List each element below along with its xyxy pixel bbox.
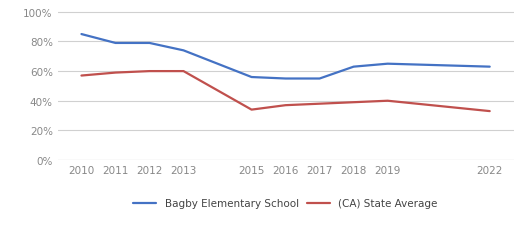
Line: (CA) State Average: (CA) State Average: [81, 72, 490, 112]
Bagby Elementary School: [282, 78, 289, 81]
(CA) State Average: [385, 100, 391, 103]
(CA) State Average: [487, 110, 493, 113]
Legend: Bagby Elementary School, (CA) State Average: Bagby Elementary School, (CA) State Aver…: [129, 194, 442, 212]
(CA) State Average: [351, 101, 357, 104]
Line: Bagby Elementary School: Bagby Elementary School: [81, 35, 490, 79]
Bagby Elementary School: [248, 76, 255, 79]
Bagby Elementary School: [316, 78, 323, 81]
(CA) State Average: [146, 70, 152, 73]
Bagby Elementary School: [351, 66, 357, 69]
Bagby Elementary School: [146, 42, 152, 45]
(CA) State Average: [282, 104, 289, 107]
Bagby Elementary School: [112, 42, 118, 45]
(CA) State Average: [112, 72, 118, 75]
(CA) State Average: [248, 109, 255, 112]
(CA) State Average: [180, 70, 187, 73]
Bagby Elementary School: [78, 33, 84, 36]
Bagby Elementary School: [487, 66, 493, 69]
(CA) State Average: [316, 103, 323, 106]
Bagby Elementary School: [180, 50, 187, 52]
Bagby Elementary School: [385, 63, 391, 66]
(CA) State Average: [78, 75, 84, 78]
